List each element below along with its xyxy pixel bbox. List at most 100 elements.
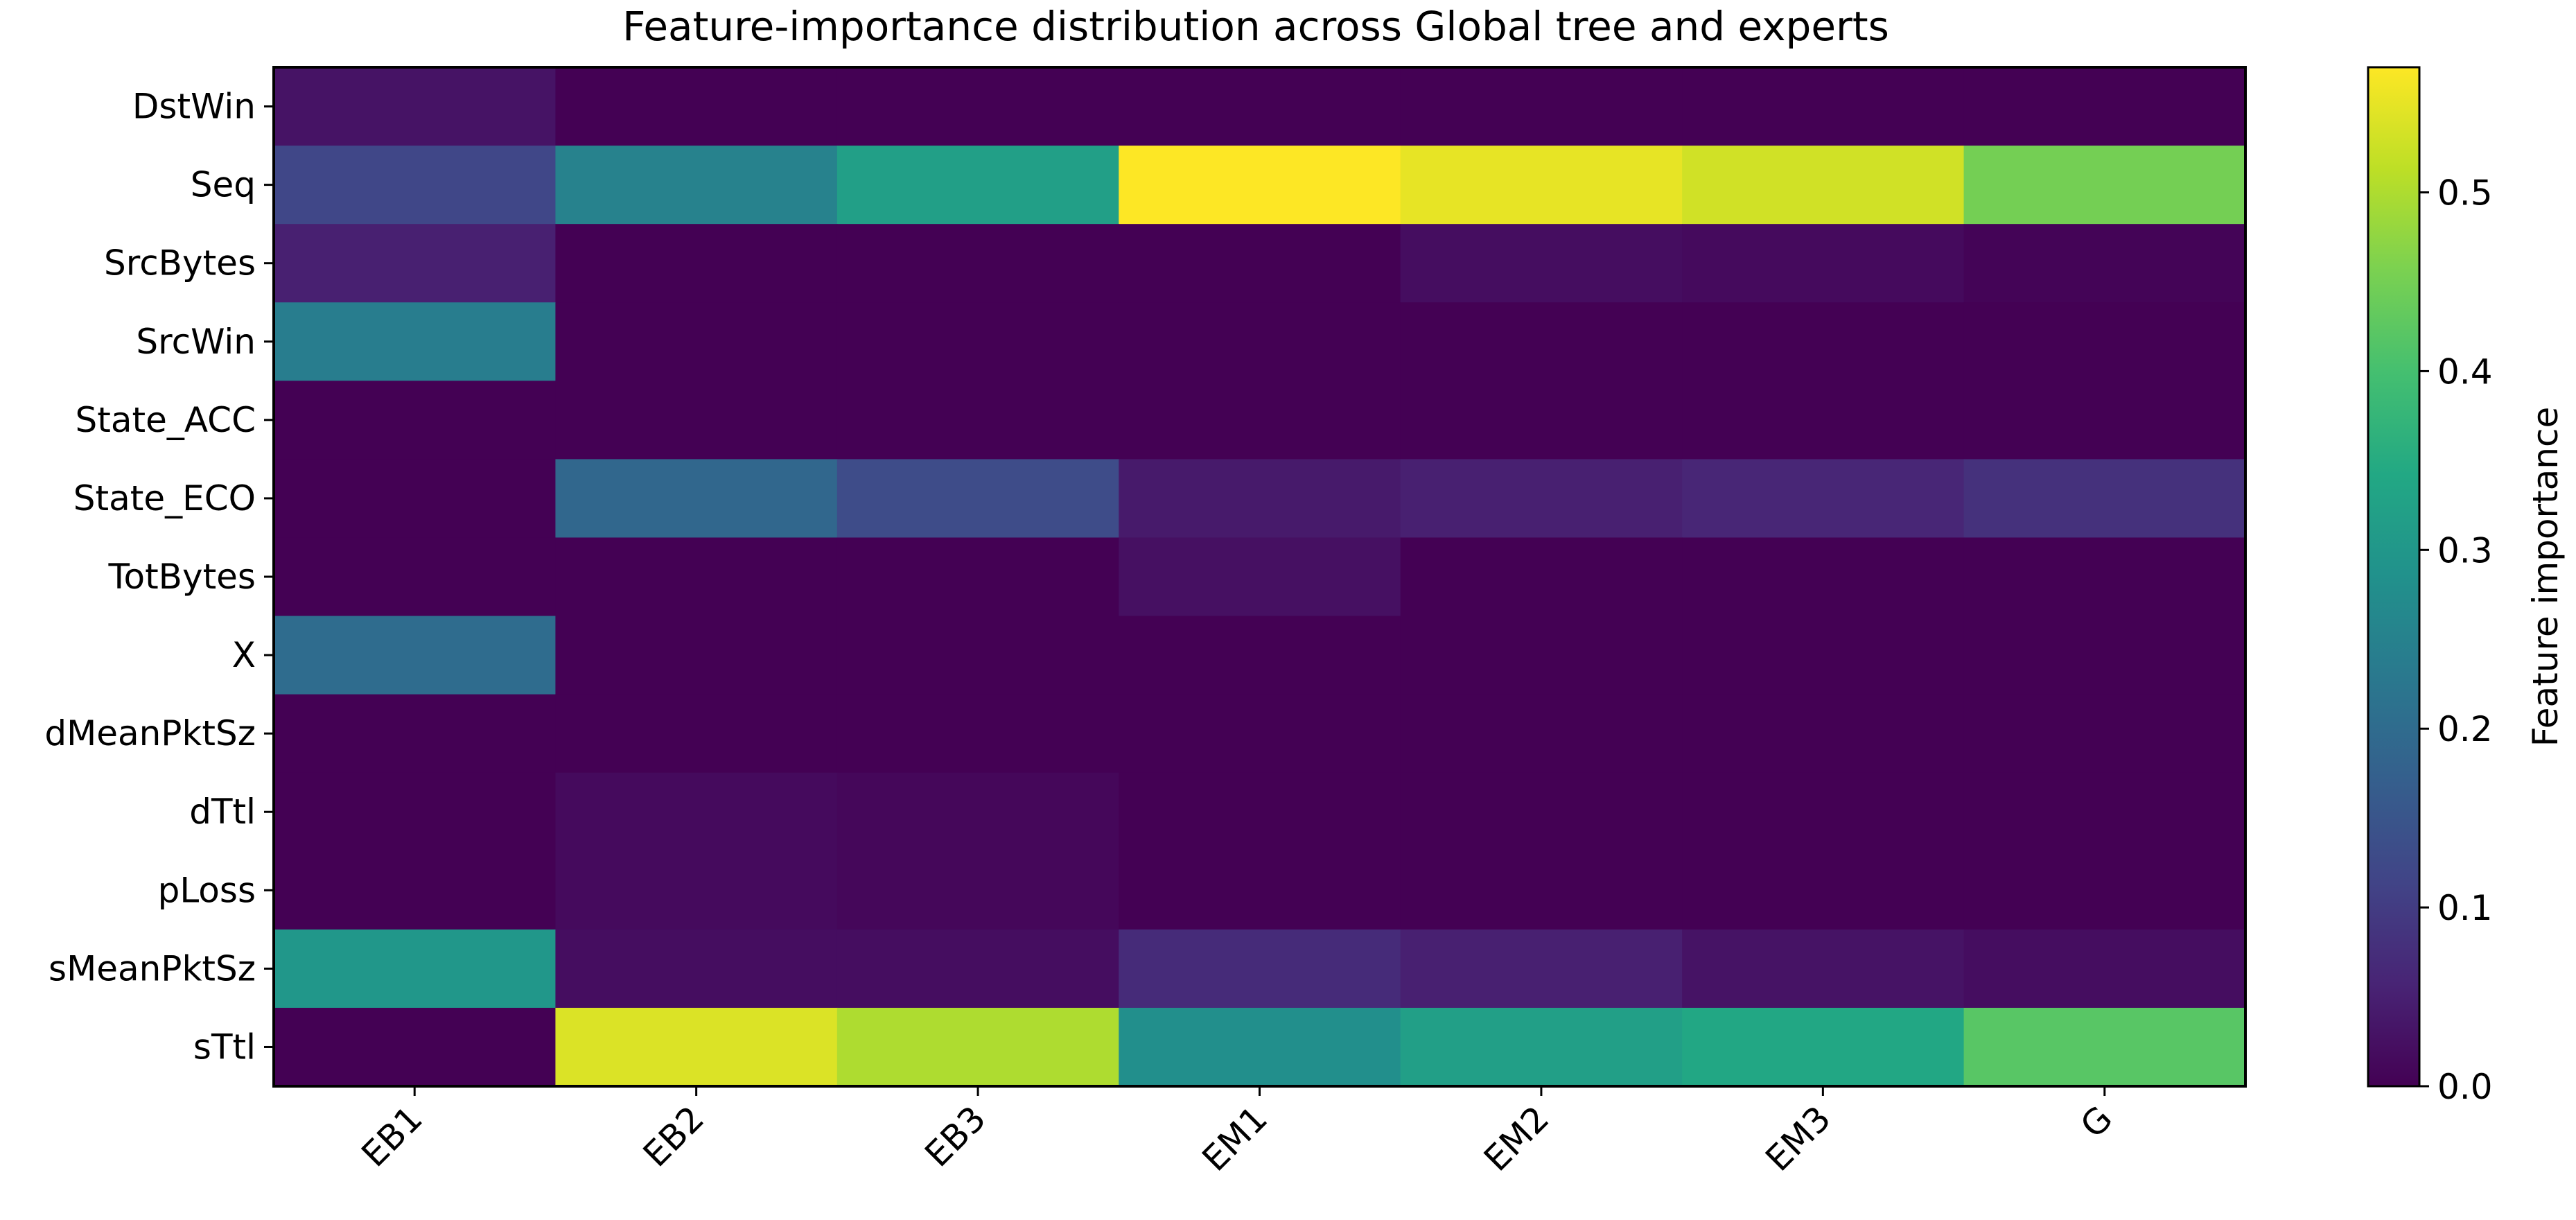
heatmap-cell	[1400, 694, 1683, 774]
chart-title: Feature-importance distribution across G…	[622, 3, 1889, 50]
x-tick-label: EB1	[354, 1098, 430, 1174]
heatmap-cell	[274, 381, 557, 460]
heatmap-cell	[1963, 224, 2246, 303]
heatmap-cell	[836, 929, 1119, 1009]
x-tick-label: G	[2073, 1098, 2120, 1145]
heatmap-cell	[836, 694, 1119, 774]
x-tick-label: EB3	[917, 1098, 993, 1174]
heatmap-cell	[1119, 929, 1401, 1009]
heatmap-cell	[1119, 67, 1401, 146]
heatmap-cell	[1963, 929, 2246, 1009]
heatmap-cell	[1400, 459, 1683, 539]
y-tick-label: sMeanPktSz	[49, 948, 256, 988]
heatmap-cell	[1963, 772, 2246, 852]
heatmap-cell	[555, 67, 838, 146]
y-tick-label: dTtl	[189, 792, 256, 832]
heatmap-cell	[555, 459, 838, 539]
heatmap-cell	[1682, 851, 1965, 930]
heatmap-cell	[274, 694, 557, 774]
y-tick-label: sTtl	[193, 1027, 256, 1067]
heatmap-cell	[1119, 302, 1401, 381]
heatmap-cell	[555, 851, 838, 930]
heatmap-cell	[1682, 1007, 1965, 1087]
x-tick-label: EM3	[1758, 1098, 1838, 1178]
heatmap-cell	[836, 1007, 1119, 1087]
y-tick-label: pLoss	[158, 870, 256, 910]
heatmap-cell	[1682, 929, 1965, 1009]
y-tick-label: Seq	[191, 165, 256, 205]
y-tick-label: SrcWin	[136, 322, 256, 362]
heatmap-cell	[836, 224, 1119, 303]
heatmap-cell	[1963, 67, 2246, 146]
y-tick-label: TotBytes	[107, 557, 256, 597]
colorbar-frame	[2367, 66, 2421, 1088]
heatmap-cell	[274, 537, 557, 617]
heatmap-cell	[274, 929, 557, 1009]
heatmap-cell	[1963, 694, 2246, 774]
heatmap-cell	[1400, 851, 1683, 930]
heatmap-cell	[1963, 146, 2246, 225]
heatmap-cell	[274, 146, 557, 225]
heatmap-cell	[1119, 772, 1401, 852]
colorbar-label: Feature importance	[2525, 407, 2566, 747]
y-tick-label: DstWin	[132, 87, 256, 127]
x-tick-label: EB2	[636, 1098, 712, 1174]
y-tick-label: State_ACC	[76, 400, 256, 440]
heatmap-cell	[274, 616, 557, 695]
heatmap-cell	[1682, 381, 1965, 460]
colorbar-tick-label: 0.4	[2437, 351, 2493, 392]
heatmap-cell	[836, 537, 1119, 617]
heatmap-cell	[1119, 224, 1401, 303]
heatmap-cell	[836, 67, 1119, 146]
heatmap-cell	[836, 381, 1119, 460]
heatmap-cell	[274, 1007, 557, 1087]
heatmap-cell	[555, 302, 838, 381]
heatmap-cell	[555, 929, 838, 1009]
heatmap-cell	[555, 1007, 838, 1087]
heatmap-cell	[1400, 616, 1683, 695]
heatmap-cell	[836, 302, 1119, 381]
heatmap-cell	[274, 459, 557, 539]
heatmap-cell	[1400, 1007, 1683, 1087]
heatmap-cell	[555, 616, 838, 695]
heatmap-cell	[1682, 694, 1965, 774]
colorbar-gradient	[2368, 67, 2419, 1086]
heatmap-cell	[1119, 537, 1401, 617]
y-tick-label: dMeanPktSz	[44, 713, 256, 753]
x-tick-label: EM2	[1476, 1098, 1557, 1178]
heatmap-cell	[1682, 302, 1965, 381]
colorbar-tick-label: 0.3	[2437, 530, 2493, 570]
x-tick-label: EM1	[1195, 1098, 1275, 1178]
heatmap-cell	[1400, 302, 1683, 381]
heatmap-cell	[555, 694, 838, 774]
heatmap-cell	[1682, 537, 1965, 617]
heatmap-cell	[836, 616, 1119, 695]
heatmap-cell	[1119, 616, 1401, 695]
heatmap-cell	[1119, 1007, 1401, 1087]
heatmap-cell	[274, 851, 557, 930]
heatmap-cell	[1400, 224, 1683, 303]
heatmap-cell	[836, 459, 1119, 539]
heatmap-cell	[836, 772, 1119, 852]
colorbar-tick-label: 0.0	[2437, 1067, 2493, 1107]
heatmap-cells	[274, 67, 2246, 1087]
heatmap-cell	[1682, 224, 1965, 303]
heatmap-cell	[1682, 459, 1965, 539]
y-tick-label: SrcBytes	[104, 243, 256, 284]
colorbar-tick-label: 0.1	[2437, 888, 2493, 928]
heatmap-cell	[1682, 772, 1965, 852]
heatmap-cell	[555, 772, 838, 852]
y-axis: DstWin Seq SrcBytes SrcWin State_ACC State_EC…	[44, 87, 274, 1067]
y-tick-label: X	[232, 635, 256, 675]
heatmap-cell	[836, 146, 1119, 225]
heatmap-cell	[1963, 302, 2246, 381]
heatmap-cell	[555, 537, 838, 617]
colorbar: 0.0 0.1 0.2 0.3 0.4 0.5 Feature importance	[2367, 66, 2566, 1107]
heatmap-cell	[1682, 146, 1965, 225]
heatmap-cell	[1963, 851, 2246, 930]
heatmap-cell	[1119, 146, 1401, 225]
heatmap-cell	[1963, 537, 2246, 617]
heatmap-cell	[274, 224, 557, 303]
heatmap-cell	[274, 772, 557, 852]
heatmap-cell	[1119, 694, 1401, 774]
